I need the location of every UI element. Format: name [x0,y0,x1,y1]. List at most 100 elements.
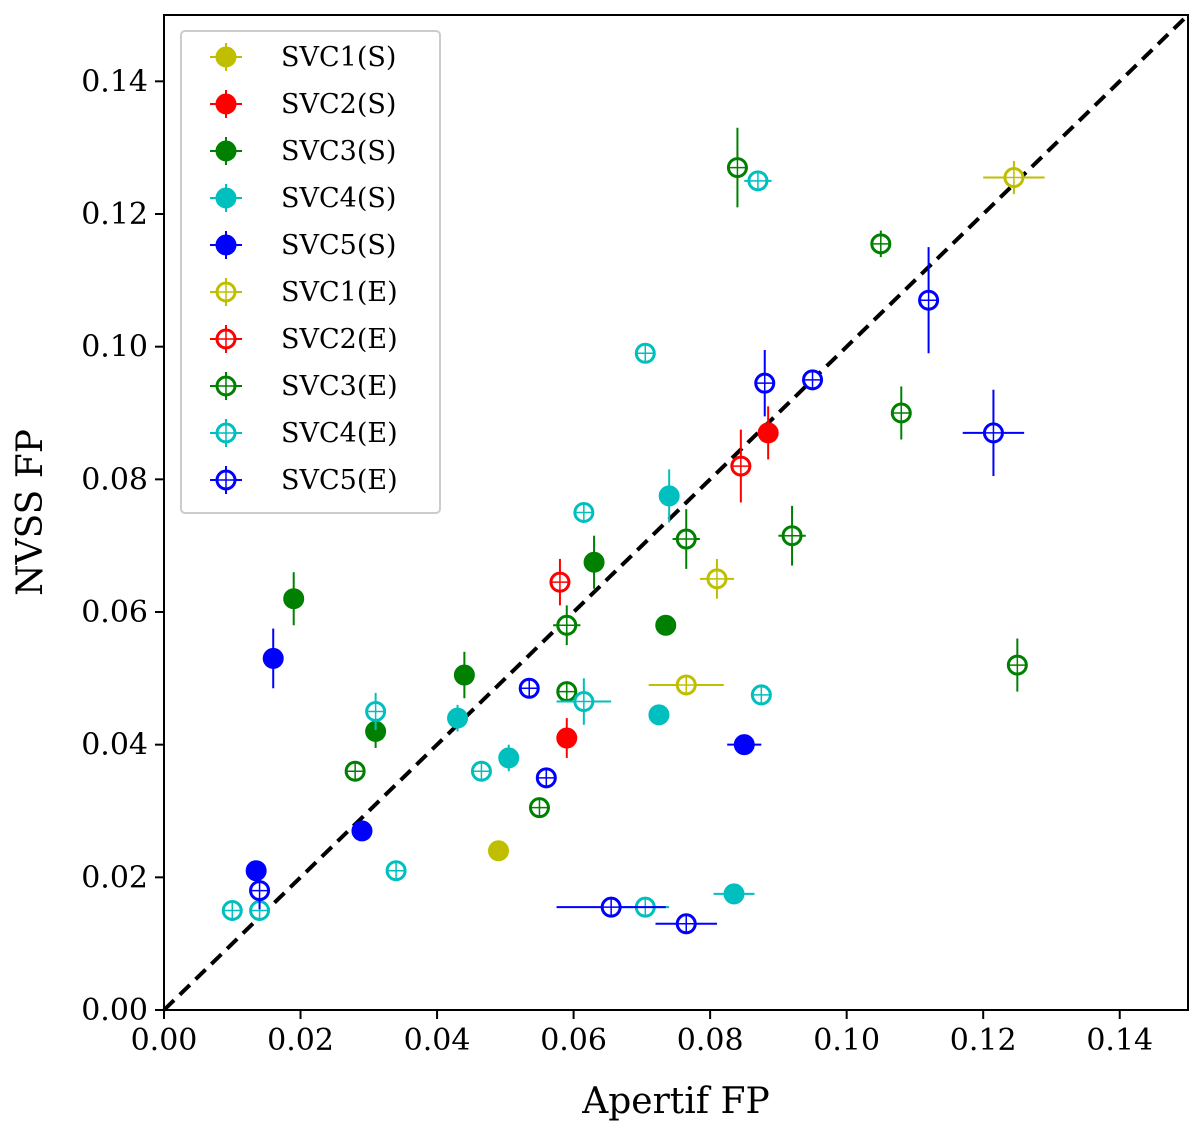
data-point [750,684,772,706]
data-point [365,692,387,731]
point-marker [262,647,284,669]
data-point [365,714,387,748]
data-point [249,872,271,910]
point-marker [757,422,779,444]
series-svc3-e [344,127,1028,819]
data-point [658,469,680,523]
data-point [553,605,581,646]
legend-label: SVC3(E) [281,371,398,402]
y-tick-label: 0.12 [81,197,148,232]
legend-label: SVC2(S) [281,89,396,120]
data-point [757,406,779,460]
series-svc5-s [245,628,762,882]
point-marker [556,727,578,749]
point-marker [583,551,605,573]
data-point [556,896,666,918]
y-tick-label: 0.04 [81,728,148,763]
point-marker [648,704,670,726]
legend-marker [215,93,237,115]
data-point [918,247,940,354]
data-point [802,369,824,391]
point-marker [488,840,510,862]
legend-item: SVC3(S) [210,136,396,167]
data-point [713,883,755,905]
data-point [556,681,578,703]
data-point [648,704,670,726]
legend-marker [215,234,237,256]
data-point [1006,638,1028,692]
data-point [699,558,735,599]
point-marker [447,707,469,729]
data-point [726,127,748,208]
data-point [385,860,407,882]
point-marker [351,820,373,842]
legend-label: SVC4(E) [281,418,398,449]
data-point [655,913,717,935]
data-point [221,900,243,921]
y-tick-label: 0.10 [81,330,148,365]
point-marker [245,860,267,882]
data-point [535,767,557,789]
data-point [962,389,1025,477]
point-marker [453,664,475,686]
data-point [648,674,724,696]
data-point [488,840,510,862]
legend-marker [215,187,237,209]
legend-box [180,30,441,514]
data-point [245,860,267,882]
series-svc1-e [648,160,1045,696]
legend-label: SVC5(S) [281,230,396,261]
data-point [634,342,656,364]
x-tick-label: 0.06 [540,1023,607,1058]
data-point [778,505,806,566]
series-svc1-s [488,840,510,862]
data-point [453,651,475,699]
y-tick-label: 0.02 [81,860,148,895]
legend-item: SVC1(E) [210,277,398,308]
data-point [754,349,776,417]
data-point [730,429,752,503]
x-tick-label: 0.12 [950,1023,1017,1058]
data-point [498,744,520,772]
legend-label: SVC1(E) [281,277,398,308]
data-point [528,797,550,819]
data-point [983,160,1045,195]
point-marker [723,883,745,905]
data-point [262,628,284,689]
legend-label: SVC2(E) [281,324,398,355]
legend-label: SVC4(S) [281,183,396,214]
legend-item: SVC5(E) [210,465,398,496]
y-axis-label: NVSS FP [10,429,51,596]
legend-item: SVC2(E) [210,324,398,355]
x-tick-label: 0.00 [131,1023,198,1058]
data-point [583,535,605,589]
legend-label: SVC3(S) [281,136,396,167]
plot-frame [163,14,1189,1011]
point-marker [498,747,520,769]
data-point [744,170,772,192]
series-svc2-s [556,406,779,758]
legend-label: SVC1(S) [281,42,396,73]
data-point [890,386,912,440]
point-marker [655,614,677,636]
data-point [351,820,373,842]
data-point [344,760,366,782]
data-point [518,677,540,699]
data-point [573,502,595,523]
x-tick-label: 0.02 [267,1023,334,1058]
legend-marker [215,140,237,162]
y-tick-label: 0.14 [81,64,148,99]
x-tick-label: 0.10 [813,1023,880,1058]
data-point [655,614,677,636]
y-tick-label: 0.06 [81,595,148,630]
data-points [221,127,1045,935]
x-tick-label: 0.04 [404,1023,471,1058]
data-point [556,718,578,758]
legend-item: SVC4(E) [210,418,398,449]
data-point [556,678,612,725]
data-point [672,509,700,569]
legend-item: SVC1(S) [210,42,396,73]
series-svc5-e [249,247,1025,935]
series-svc4-e [221,170,772,921]
